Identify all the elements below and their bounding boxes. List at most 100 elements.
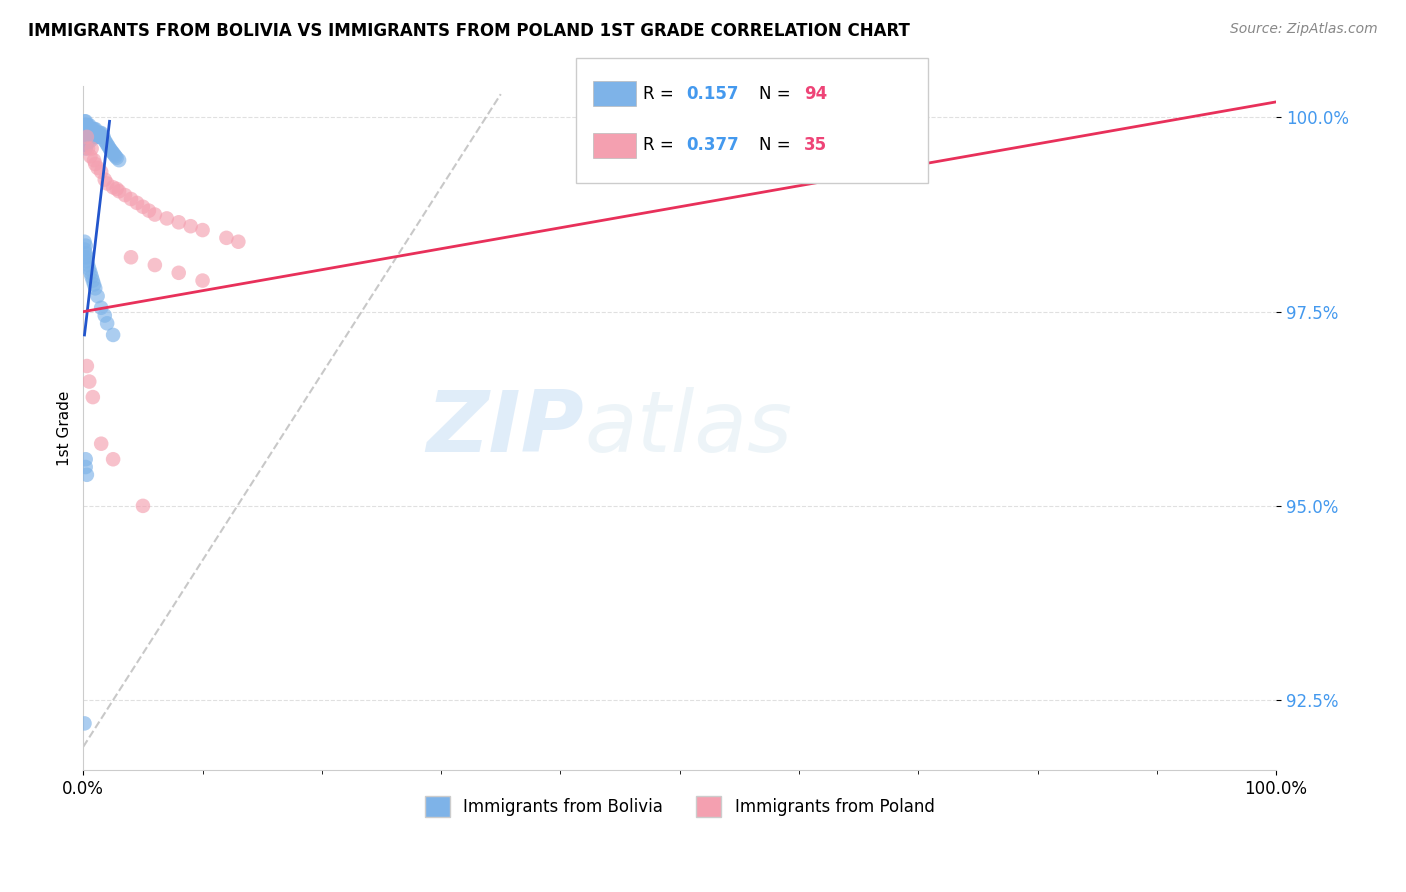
Point — [73, 129, 96, 144]
Point — [215, 231, 238, 245]
Point — [180, 219, 202, 234]
Point — [80, 129, 103, 144]
Point — [75, 452, 97, 467]
Point — [77, 129, 100, 144]
Point — [94, 136, 117, 150]
Point — [91, 129, 114, 144]
Point — [76, 122, 98, 136]
Point — [87, 129, 110, 144]
Point — [77, 118, 100, 132]
Point — [94, 309, 117, 323]
Point — [228, 235, 250, 249]
Point — [89, 129, 111, 144]
Point — [75, 137, 97, 152]
Point — [101, 328, 124, 343]
Point — [114, 188, 136, 202]
Text: atlas: atlas — [585, 386, 792, 470]
Point — [108, 153, 131, 168]
Point — [82, 126, 104, 140]
Text: ZIP: ZIP — [426, 386, 585, 470]
Point — [77, 141, 100, 155]
Point — [96, 177, 118, 191]
Point — [76, 250, 98, 264]
Text: 35: 35 — [804, 136, 827, 154]
Point — [75, 134, 97, 148]
Point — [104, 149, 127, 163]
Point — [79, 126, 101, 140]
Point — [87, 126, 110, 140]
Point — [79, 266, 101, 280]
Point — [86, 126, 108, 140]
Text: Source: ZipAtlas.com: Source: ZipAtlas.com — [1230, 22, 1378, 37]
Point — [77, 258, 100, 272]
Point — [101, 146, 124, 161]
Point — [167, 266, 190, 280]
Point — [82, 274, 104, 288]
Point — [75, 122, 97, 136]
Point — [80, 126, 103, 140]
Point — [132, 200, 155, 214]
Point — [156, 211, 179, 226]
Point — [86, 289, 108, 303]
Point — [73, 118, 96, 132]
Point — [105, 151, 128, 165]
Point — [75, 118, 97, 132]
Point — [96, 316, 118, 330]
Point — [90, 126, 112, 140]
Point — [77, 134, 100, 148]
Point — [82, 129, 104, 144]
Point — [76, 359, 98, 373]
Point — [77, 118, 100, 132]
Point — [83, 122, 105, 136]
Text: 0.377: 0.377 — [686, 136, 740, 154]
Point — [89, 126, 111, 140]
Point — [84, 281, 107, 295]
Point — [86, 161, 108, 175]
Point — [108, 184, 131, 198]
Point — [79, 149, 101, 163]
Point — [75, 460, 97, 475]
Point — [97, 139, 120, 153]
Point — [100, 143, 122, 157]
Point — [83, 126, 105, 140]
Point — [82, 390, 104, 404]
Text: IMMIGRANTS FROM BOLIVIA VS IMMIGRANTS FROM POLAND 1ST GRADE CORRELATION CHART: IMMIGRANTS FROM BOLIVIA VS IMMIGRANTS FR… — [28, 22, 910, 40]
Point — [94, 172, 117, 186]
Text: N =: N = — [759, 85, 796, 103]
Point — [75, 129, 97, 144]
Point — [120, 250, 142, 264]
Point — [105, 182, 128, 196]
Point — [77, 122, 100, 136]
Point — [76, 126, 98, 140]
Point — [73, 137, 96, 152]
Point — [84, 122, 107, 136]
Point — [75, 141, 97, 155]
Point — [76, 134, 98, 148]
Point — [101, 145, 124, 159]
Point — [76, 129, 98, 144]
Point — [90, 165, 112, 179]
Point — [80, 269, 103, 284]
Point — [86, 129, 108, 144]
Point — [76, 254, 98, 268]
Point — [76, 137, 98, 152]
Point — [79, 134, 101, 148]
Point — [86, 126, 108, 140]
Point — [191, 223, 214, 237]
Point — [79, 122, 101, 136]
Point — [73, 716, 96, 731]
Point — [77, 126, 100, 140]
Point — [98, 141, 121, 155]
Point — [75, 246, 97, 260]
Point — [125, 195, 148, 210]
Point — [90, 301, 112, 315]
Point — [75, 126, 97, 140]
Point — [96, 137, 118, 152]
Point — [73, 250, 96, 264]
Point — [77, 129, 100, 144]
Point — [167, 215, 190, 229]
Point — [138, 203, 160, 218]
Point — [77, 375, 100, 389]
Point — [79, 129, 101, 144]
Point — [76, 467, 98, 482]
